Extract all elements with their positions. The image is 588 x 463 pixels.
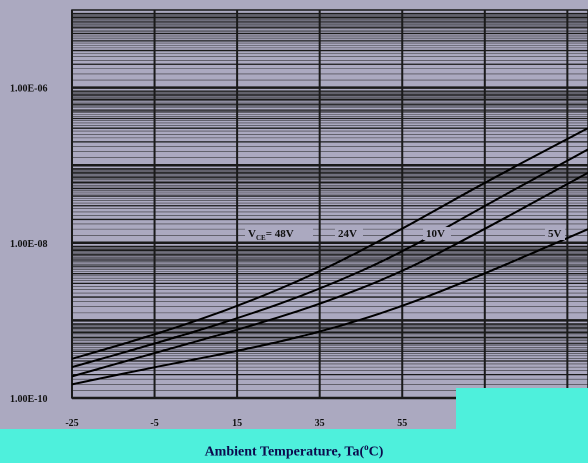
x-tick-label: 55	[397, 418, 407, 429]
x-tick-label: 15	[232, 418, 242, 429]
x-tick-label: -25	[65, 418, 78, 429]
plot-frame	[71, 9, 588, 399]
y-tick-labels: 1.00E-10 1.00E-08 1.00E-06	[10, 84, 48, 405]
series-labels: VCE= 48V 24V 10V 5V	[245, 227, 565, 242]
xlabel-band	[0, 429, 588, 463]
series-label-bg	[423, 227, 451, 240]
legend-artifact-box	[456, 388, 588, 429]
series-label-bg	[245, 227, 313, 240]
series-line-0	[71, 127, 588, 360]
series-label-1: 24V	[338, 228, 357, 240]
series-label-bg	[335, 227, 363, 240]
series-line-2	[71, 171, 588, 378]
y-tick-label: 1.00E-08	[10, 239, 48, 250]
x-tick-label: 35	[315, 418, 325, 429]
x-axis-label: Ambient Temperature, Ta(oC)	[204, 442, 384, 460]
x-tick-label: -5	[150, 418, 158, 429]
series-label-2: 10V	[426, 228, 445, 240]
series-curves	[71, 127, 588, 386]
series-line-3	[71, 228, 588, 386]
series-label-bg	[545, 227, 565, 240]
x-tick-labels: -25-515355575	[65, 418, 489, 429]
series-label-0: VCE= 48V	[248, 228, 294, 242]
grid-lines	[71, 9, 588, 400]
y-tick-label: 1.00E-10	[10, 394, 48, 405]
series-line-1	[71, 148, 588, 369]
series-label-3: 5V	[548, 228, 562, 240]
y-tick-label: 1.00E-06	[10, 84, 48, 95]
